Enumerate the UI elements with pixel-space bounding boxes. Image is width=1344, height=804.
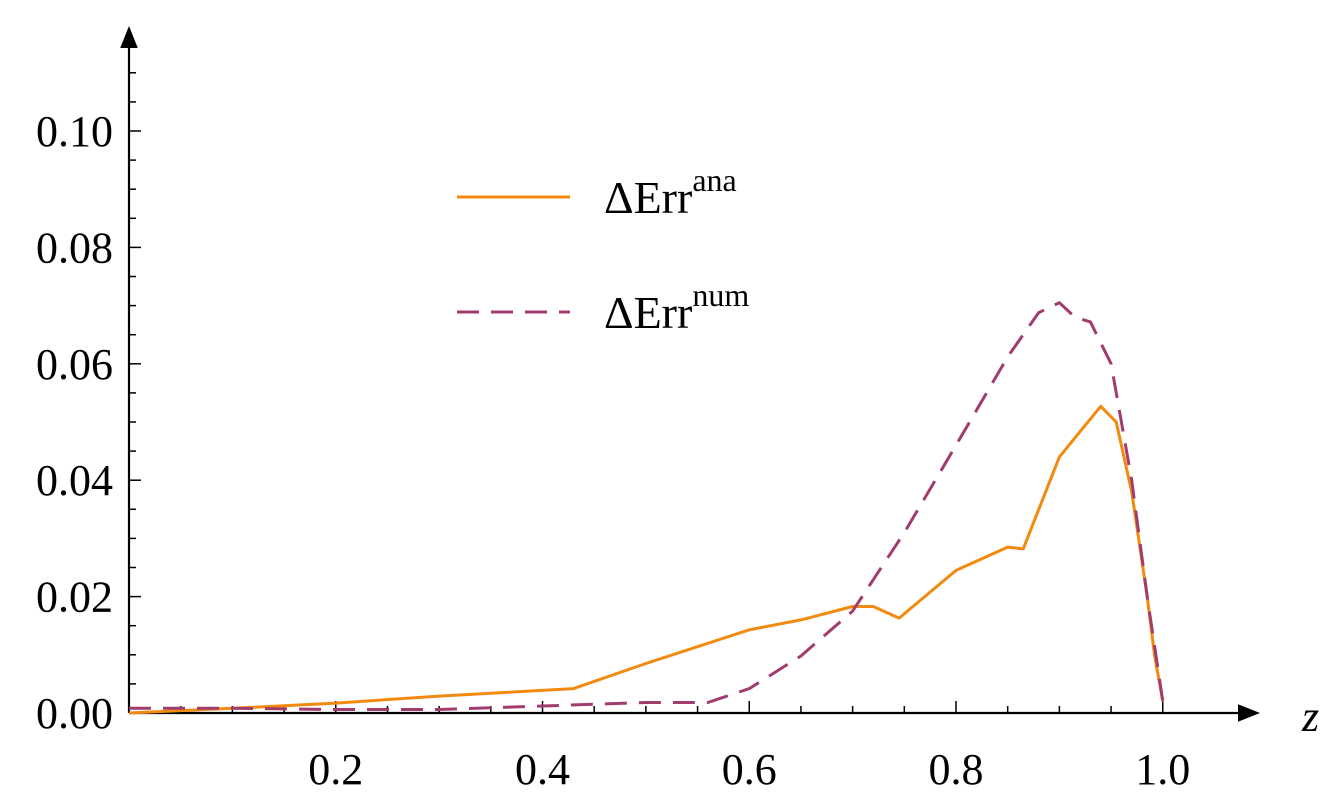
x-axis-label: z bbox=[1301, 692, 1319, 741]
legend-label-ana-sup: ana bbox=[692, 162, 736, 198]
y-tick-label: 0.04 bbox=[36, 456, 113, 505]
x-tick-label: 0.6 bbox=[722, 745, 777, 794]
legend-label-num-base: ΔErr bbox=[604, 287, 692, 338]
x-tick-label: 0.4 bbox=[515, 745, 570, 794]
legend-label-ana-base: ΔErr bbox=[604, 172, 692, 223]
series-line-num bbox=[129, 301, 1165, 711]
legend: ΔErrana ΔErrnum bbox=[457, 162, 749, 338]
x-tick-label: 1.0 bbox=[1135, 745, 1190, 794]
axes: z bbox=[120, 26, 1319, 741]
y-ticks: 0.00 0.02 0.04 0.06 0.08 0.10 bbox=[36, 72, 141, 738]
legend-item-num: ΔErrnum bbox=[457, 277, 749, 338]
legend-label-ana: ΔErrana bbox=[604, 162, 737, 223]
legend-label-num-sup: num bbox=[692, 277, 749, 313]
y-tick-label: 0.00 bbox=[36, 689, 113, 738]
x-tick-label: 0.8 bbox=[929, 745, 984, 794]
legend-item-ana: ΔErrana bbox=[457, 162, 737, 223]
series-layer bbox=[128, 301, 1165, 715]
y-tick-label: 0.06 bbox=[36, 340, 113, 389]
y-tick-label: 0.02 bbox=[36, 573, 113, 622]
series-line-ana bbox=[128, 404, 1165, 715]
x-ticks: 0.2 0.4 0.6 0.8 1.0 bbox=[179, 701, 1190, 794]
y-tick-label: 0.08 bbox=[36, 223, 113, 272]
legend-label-num: ΔErrnum bbox=[604, 277, 749, 338]
y-tick-label: 0.10 bbox=[36, 107, 113, 156]
x-tick-label: 0.2 bbox=[308, 745, 363, 794]
